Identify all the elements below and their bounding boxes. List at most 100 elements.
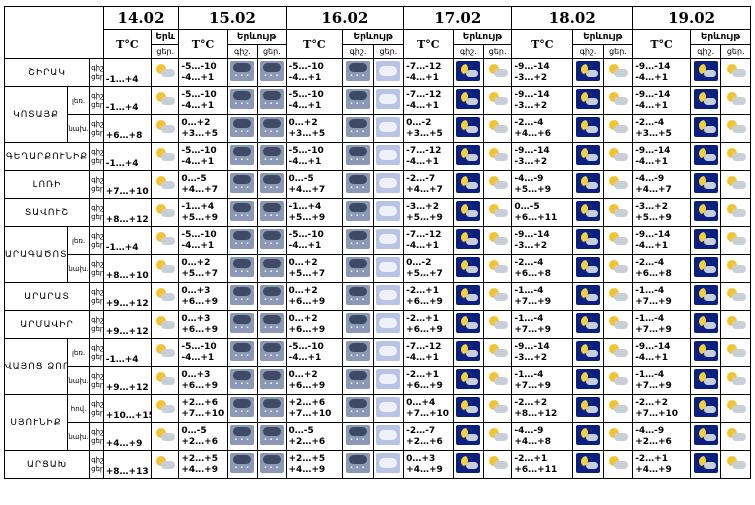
weather-icon-cell: [226, 114, 259, 143]
weather-icon-cell: [372, 394, 405, 423]
region-name: ԼՈՌԻ: [3, 170, 91, 199]
weather-icon-cell: [342, 450, 374, 479]
day-temp: +7…+9: [635, 296, 672, 307]
table-row: ԳԵՂԱՐՔՈՒՆԻՔգիշ.ցեր.-1…+4-5…-10-4…+1-5…-1…: [3, 142, 751, 171]
table-row: ՇԻՐԱԿգիշ.ցեր.-1…+4-5…-10-4…+1-5…-10-4…+1…: [3, 58, 751, 87]
temperature-cell: 0…-5 +4…+7: [178, 170, 228, 199]
temperature-cell: -7…-12 -4…+1: [403, 226, 454, 255]
day-temp: +3…+5: [181, 128, 218, 139]
sun-icon: [605, 172, 630, 193]
weather-icon-cell: [452, 366, 484, 395]
night-temp: 0…+3: [406, 453, 436, 464]
night-temp: -3…+2: [406, 201, 439, 212]
temperature-cell: -2…-4 +6…+8: [511, 254, 574, 283]
weather-icon-cell: [151, 338, 180, 367]
night-temp: -5…-10: [288, 89, 324, 100]
temperature-cell: -1…-4 +7…+9: [511, 366, 574, 395]
table-row: ՎԱՅՈՑ ՁՈՐլեռ.գիշ.ցեր.-1…+4-5…-10-4…+1-5……: [3, 338, 751, 395]
temperature-cell: 0…-2 +3…+5: [403, 114, 454, 143]
day-temp: -4…+1: [406, 156, 439, 167]
day-temp: -4…+1: [635, 240, 668, 251]
weather-icon-cell: [689, 198, 722, 227]
day-header: ցեր.: [257, 44, 287, 59]
temperature-cell: -5…-10 -4…+1: [285, 86, 344, 115]
temp-header: T°C: [178, 29, 228, 59]
night-temp: -9…-14: [514, 61, 550, 72]
moon-icon: [456, 396, 481, 417]
night-temp: -2…+1: [514, 453, 548, 464]
night-temp: -7…-12: [406, 145, 442, 156]
weather-icon-cell: [720, 86, 751, 115]
cloud-icon: [376, 144, 401, 165]
day-temp: +4…+6: [514, 128, 551, 139]
temperature-cell: +8…+13: [102, 450, 153, 479]
weather-icon-cell: [689, 338, 722, 367]
weather-icon-cell: [342, 310, 374, 339]
date-header: 18.02: [511, 6, 634, 30]
temperature-cell: 0…-5 +6…+11: [511, 198, 574, 227]
day-temp: +6…+9: [181, 380, 218, 391]
day-temp: -4…+1: [181, 156, 215, 167]
moon-icon: [576, 312, 601, 333]
weather-icon-cell: [151, 114, 180, 143]
sun-icon: [153, 452, 178, 473]
day-temp: +8…+12: [514, 408, 558, 419]
night-temp: -5…-10: [181, 145, 217, 156]
weather-icon-cell: [226, 226, 259, 255]
night-temp: -1…+4: [288, 201, 322, 212]
temperature-cell: 0…+2 +6…+9: [285, 366, 344, 395]
time-of-day-tags: գիշ.ցեր.: [89, 226, 104, 255]
day-temp: +4…+9: [406, 464, 443, 475]
temp-header: T°C: [403, 29, 454, 59]
table-row: ԱՐԱՐԱՏգիշ.ցեր.+9…+120…+3+6…+90…+2+6…+9-2…: [3, 282, 751, 311]
weather-icon-cell: [482, 226, 513, 255]
moon-icon: [456, 284, 481, 305]
weather-icon-cell: [372, 226, 405, 255]
day-temp: +5…+9: [635, 212, 672, 223]
cloud-icon: [376, 256, 401, 277]
night-temp: 0…+2: [288, 257, 318, 268]
day-temp: -3…+2: [514, 240, 548, 251]
weather-icon-cell: [257, 310, 287, 339]
snow-icon: [230, 228, 255, 249]
elevation-zone: հով.: [67, 394, 91, 423]
date-header: 19.02: [632, 6, 751, 30]
snow-icon: [230, 368, 255, 389]
elevation-zone: նախ.: [67, 254, 91, 283]
temperature-cell: 0…+2 +3…+5: [285, 114, 344, 143]
temperature-cell: -5…-10 -4…+1: [285, 58, 344, 87]
snow-icon: [230, 424, 255, 445]
night-temp: 0…-2: [406, 257, 432, 268]
elevation-zone: նախ.: [67, 366, 91, 395]
sun-icon: [723, 256, 748, 277]
weather-icon-cell: [482, 86, 513, 115]
temperature-cell: -1…-4 +7…+9: [632, 310, 691, 339]
night-tag: գիշ.: [91, 371, 102, 380]
weather-icon-cell: [257, 366, 287, 395]
sun-icon: [485, 172, 510, 193]
time-of-day-tags: գիշ.ցեր.: [89, 282, 104, 311]
day-temp: +7…+9: [635, 324, 672, 335]
temperature-cell: -9…-14 -4…+1: [632, 142, 691, 171]
weather-icon-cell: [452, 142, 484, 171]
day-temp: +6…+8: [514, 268, 551, 279]
weather-icon-cell: [572, 422, 604, 451]
night-temp: -1…-4: [514, 313, 544, 324]
temperature-cell: -5…-10 -4…+1: [285, 338, 344, 367]
temperature-cell: +2…+5 +4…+9: [285, 450, 344, 479]
day-temp: +5…+7: [288, 268, 326, 279]
day-temp: -4…+1: [635, 352, 668, 363]
moon-icon: [576, 60, 601, 81]
night-temp: -2…+1: [406, 285, 439, 296]
night-tag: գիշ.: [91, 175, 102, 184]
temperature-cell: -5…-10 -4…+1: [178, 58, 228, 87]
day-temp: -3…+2: [514, 72, 548, 83]
weather-icon-cell: [602, 450, 634, 479]
temperature-cell: 0…+2 +5…+7: [285, 254, 344, 283]
day-temp: -4…+1: [288, 100, 322, 111]
weather-icon-cell: [226, 86, 259, 115]
temperature-cell: -9…-14 -3…+2: [511, 58, 574, 87]
weather-icon-cell: [602, 394, 634, 423]
weather-icon-cell: [151, 198, 180, 227]
